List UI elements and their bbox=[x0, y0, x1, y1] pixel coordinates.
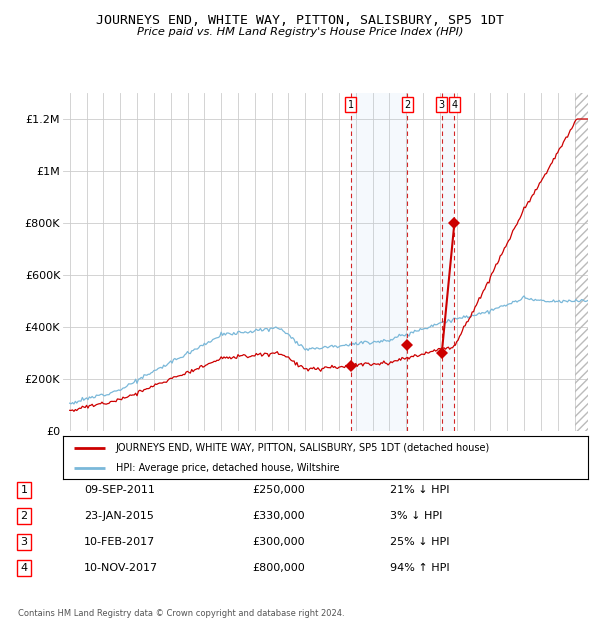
Bar bbox=[442, 93, 454, 431]
Bar bbox=[350, 93, 407, 431]
Bar bbox=[575, 93, 588, 431]
Text: 25% ↓ HPI: 25% ↓ HPI bbox=[390, 537, 449, 547]
Text: 3% ↓ HPI: 3% ↓ HPI bbox=[390, 511, 442, 521]
Text: 23-JAN-2015: 23-JAN-2015 bbox=[84, 511, 154, 521]
Text: 09-SEP-2011: 09-SEP-2011 bbox=[84, 485, 155, 495]
Text: 2: 2 bbox=[404, 100, 410, 110]
Text: 1: 1 bbox=[347, 100, 353, 110]
Text: 4: 4 bbox=[20, 563, 28, 573]
Text: HPI: Average price, detached house, Wiltshire: HPI: Average price, detached house, Wilt… bbox=[115, 463, 339, 473]
Text: JOURNEYS END, WHITE WAY, PITTON, SALISBURY, SP5 1DT: JOURNEYS END, WHITE WAY, PITTON, SALISBU… bbox=[96, 14, 504, 27]
Text: 4: 4 bbox=[451, 100, 457, 110]
Text: £800,000: £800,000 bbox=[252, 563, 305, 573]
Text: 10-NOV-2017: 10-NOV-2017 bbox=[84, 563, 158, 573]
Text: 1: 1 bbox=[20, 485, 28, 495]
Text: Contains HM Land Registry data © Crown copyright and database right 2024.
This d: Contains HM Land Registry data © Crown c… bbox=[18, 609, 344, 620]
Text: 3: 3 bbox=[439, 100, 445, 110]
Text: 21% ↓ HPI: 21% ↓ HPI bbox=[390, 485, 449, 495]
Text: JOURNEYS END, WHITE WAY, PITTON, SALISBURY, SP5 1DT (detached house): JOURNEYS END, WHITE WAY, PITTON, SALISBU… bbox=[115, 443, 490, 453]
Text: 2: 2 bbox=[20, 511, 28, 521]
Text: 94% ↑ HPI: 94% ↑ HPI bbox=[390, 563, 449, 573]
Text: 3: 3 bbox=[20, 537, 28, 547]
Text: Price paid vs. HM Land Registry's House Price Index (HPI): Price paid vs. HM Land Registry's House … bbox=[137, 27, 463, 37]
Text: £330,000: £330,000 bbox=[252, 511, 305, 521]
Text: 10-FEB-2017: 10-FEB-2017 bbox=[84, 537, 155, 547]
Text: £300,000: £300,000 bbox=[252, 537, 305, 547]
Text: £250,000: £250,000 bbox=[252, 485, 305, 495]
